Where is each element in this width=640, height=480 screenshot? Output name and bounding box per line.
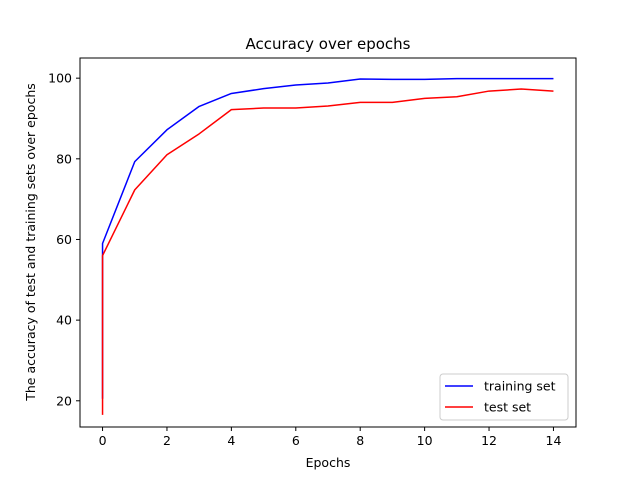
series-line-training-set [101,77,554,399]
y-tick-label: 100 [48,71,72,86]
x-tick-label: 6 [292,433,300,448]
y-tick-label: 80 [56,151,72,166]
x-tick-label: 14 [546,433,562,448]
chart-title: Accuracy over epochs [246,35,411,53]
x-tick-label: 10 [417,433,433,448]
x-tick-label: 8 [356,433,364,448]
x-tick-label: 4 [227,433,235,448]
y-tick-label: 20 [56,393,72,408]
y-tick-label: 40 [56,313,72,328]
x-axis-ticks: 0 2 4 6 8 10 12 14 [99,427,562,448]
x-tick-label: 2 [163,433,171,448]
series-line-test-set [101,88,554,415]
x-axis-label: Epochs [306,455,351,470]
y-axis-label: The accuracy of test and training sets o… [23,83,38,402]
plot-frame [79,57,577,428]
x-tick-label: 12 [481,433,497,448]
y-tick-label: 60 [56,232,72,247]
legend-label-test-set: test set [484,400,531,415]
plot-area [101,77,554,415]
legend-label-training-set: training set [484,379,556,394]
legend: training set test set [439,373,569,421]
y-axis-ticks: 20 40 60 80 100 [48,71,80,408]
x-tick-label: 0 [99,433,107,448]
